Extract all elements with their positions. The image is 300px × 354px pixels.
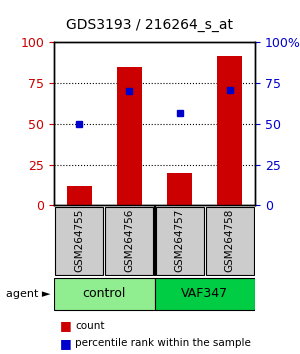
Text: ■: ■ (60, 337, 72, 350)
Bar (217, 56, 242, 205)
FancyBboxPatch shape (55, 207, 103, 275)
Bar (167, 173, 192, 205)
FancyBboxPatch shape (206, 207, 254, 275)
Text: GSM264758: GSM264758 (225, 209, 235, 273)
FancyBboxPatch shape (155, 207, 204, 275)
FancyBboxPatch shape (154, 278, 255, 310)
Text: GSM264757: GSM264757 (175, 209, 184, 273)
Text: ■: ■ (60, 319, 72, 332)
Text: GDS3193 / 216264_s_at: GDS3193 / 216264_s_at (67, 18, 233, 32)
Text: agent ►: agent ► (6, 289, 50, 299)
Bar (117, 67, 142, 205)
Text: control: control (82, 287, 126, 300)
Text: GSM264755: GSM264755 (74, 209, 84, 273)
Text: count: count (75, 321, 104, 331)
FancyBboxPatch shape (54, 278, 154, 310)
Bar (67, 186, 92, 205)
Text: VAF347: VAF347 (181, 287, 228, 300)
Text: percentile rank within the sample: percentile rank within the sample (75, 338, 251, 348)
Text: GSM264756: GSM264756 (124, 209, 134, 273)
FancyBboxPatch shape (105, 207, 154, 275)
